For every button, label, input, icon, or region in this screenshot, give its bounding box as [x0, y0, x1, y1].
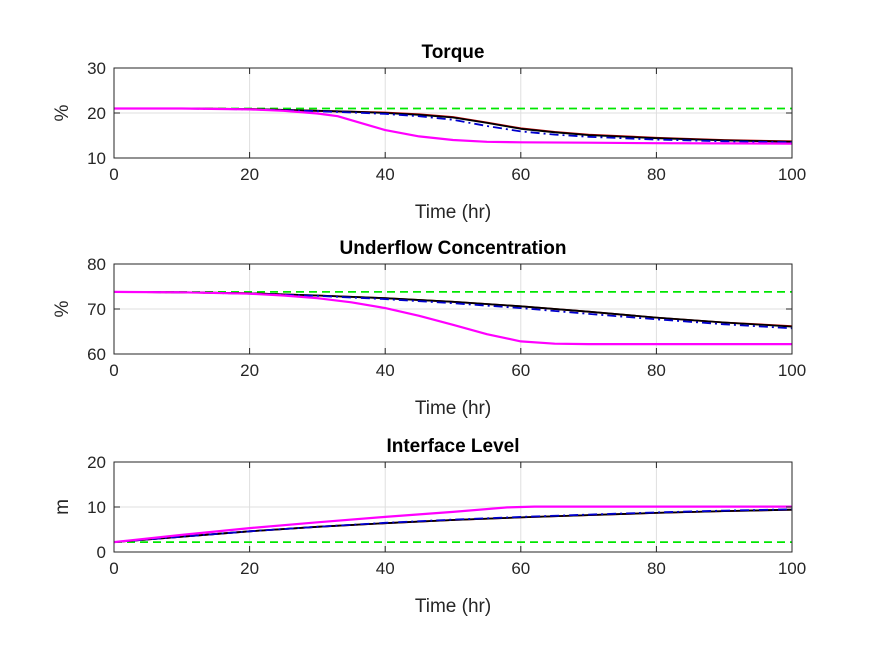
chart-title: Interface Level [386, 436, 519, 457]
series-line-5 [113, 505, 792, 544]
y-tick-label: 80 [87, 255, 106, 274]
x-tick-label: 40 [376, 361, 395, 380]
x-tick-label: 20 [240, 361, 259, 380]
x-tick-label: 40 [376, 559, 395, 578]
x-axis-label: Time (hr) [415, 202, 491, 223]
y-axis-label: % [52, 300, 73, 317]
y-tick-label: 70 [87, 300, 106, 319]
x-tick-label: 100 [778, 165, 806, 184]
subplot-2: 0 20 40 60 80 100 60 70 80 Underflow Concentratio… [52, 238, 806, 419]
chart-title: Underflow Concentration [340, 238, 567, 259]
x-tick-label: 0 [109, 361, 118, 380]
x-tick-label: 80 [647, 559, 666, 578]
x-tick-label: 0 [109, 559, 118, 578]
x-axis-label: Time (hr) [415, 398, 491, 419]
x-axis-label: Time (hr) [415, 596, 491, 617]
x-tick-label: 20 [240, 559, 259, 578]
x-tick-label: 60 [511, 361, 530, 380]
x-tick-label: 100 [778, 559, 806, 578]
x-tick-label: 60 [511, 165, 530, 184]
series-line-4 [113, 508, 793, 543]
y-tick-label: 60 [87, 345, 106, 364]
x-tick-label: 80 [647, 165, 666, 184]
x-tick-label: 80 [647, 361, 666, 380]
series-line-5 [113, 290, 792, 346]
y-tick-label: 10 [87, 149, 106, 168]
y-tick-label: 20 [87, 104, 106, 123]
y-tick-label: 20 [87, 453, 106, 472]
x-tick-label: 60 [511, 559, 530, 578]
y-axis-label: m [52, 499, 73, 515]
subplot-1: 0 20 40 60 80 100 10 20 30 Torque Time (hr)% [52, 42, 806, 223]
y-tick-label: 10 [87, 498, 106, 517]
series-line-4 [113, 291, 793, 330]
x-tick-label: 0 [109, 165, 118, 184]
subplot-3: 0 20 40 60 80 100 0 10 20 Interface Level Time (hr… [52, 436, 806, 617]
x-tick-label: 20 [240, 165, 259, 184]
x-tick-label: 40 [376, 165, 395, 184]
y-axis-label: % [52, 104, 73, 121]
y-tick-label: 30 [87, 59, 106, 78]
chart-title: Torque [422, 42, 485, 63]
series-line-5 [114, 107, 793, 145]
y-tick-label: 0 [97, 543, 106, 562]
x-tick-label: 100 [778, 361, 806, 380]
